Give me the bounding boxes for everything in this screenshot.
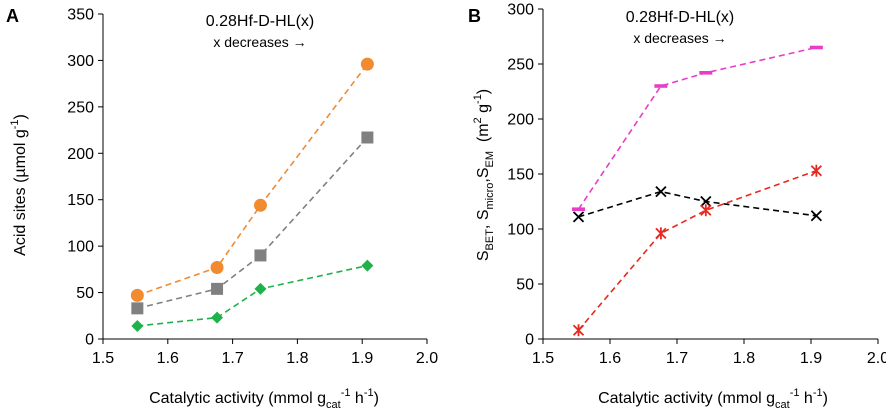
- panel-b-data-point-magenta-dashes: [809, 45, 823, 50]
- panel-a-data-point-orange-circles: [253, 198, 267, 212]
- panel-a-x-tick-label: 1.5: [92, 350, 114, 367]
- panel-a-y-tick-label: 200: [67, 146, 94, 163]
- panel-a-y-tick-label: 350: [67, 7, 94, 24]
- panel-a-y-tick-label: 250: [67, 99, 94, 116]
- panel-b-data-point-black-crosses: [700, 195, 712, 208]
- panel-a-data-point-green-diamonds: [211, 311, 224, 324]
- panel-a-data-point-green-diamonds: [361, 259, 374, 272]
- panel-a-y-tick-label: 150: [67, 192, 94, 209]
- panel-a-y-axis-label: Acid sites (µmol g-1): [9, 114, 29, 256]
- panel-b-y-tick-label: 200: [507, 112, 534, 129]
- panel-b-y-tick-label: 50: [516, 277, 534, 294]
- panel-b-data-point-magenta-dashes: [699, 71, 713, 75]
- panel-b-annotation-title: 0.28Hf-D-HL(x): [626, 9, 734, 26]
- panel-a-y-tick-label: 100: [67, 239, 94, 256]
- panel-a-x-tick-label: 1.9: [351, 350, 373, 367]
- panel-a-y-tick-label: 300: [67, 53, 94, 70]
- panel-b-y-tick-label: 100: [507, 222, 534, 239]
- panel-b-series-line-black-crosses: [578, 190, 817, 218]
- panel-a-data-point-green-diamonds: [131, 320, 144, 332]
- chart-panel-b: B 1.5 1.6 1.7 1.8 1.9 2.0 050100150200250300 …: [468, 2, 886, 412]
- panel-b-y-tick-label: 150: [507, 167, 534, 184]
- panel-a-annotation-sub: x decreases →: [213, 34, 306, 50]
- panel-a-data-point-gray-squares: [361, 131, 374, 144]
- panel-b-data-point-red-stars: [572, 324, 585, 337]
- panel-a-data-point-gray-squares: [131, 302, 144, 315]
- panel-a-x-axis-label: Catalytic activity (mmol gcat-1 h-1): [149, 387, 379, 411]
- panel-a-x-tick-label: 1.7: [221, 350, 243, 367]
- panel-a-x-tick-label: 1.8: [286, 350, 308, 367]
- chart-panel-a: A 1.5 1.6 1.7 1.8 1.9 2.0 0 50 100 150 200 250 300 3…: [6, 6, 438, 411]
- panel-a-series-line-gray-squares: [137, 136, 368, 310]
- panel-b-x-tick-label: 1.8: [733, 350, 755, 367]
- panel-a-series-line-green-diamonds: [137, 264, 368, 327]
- panel-b-data-point-black-crosses: [655, 185, 667, 198]
- panel-b-x-tick-label: 2.0: [867, 350, 886, 367]
- panel-b-y-tick-label: 250: [507, 57, 534, 74]
- panel-a-annotation-title: 0.28Hf-D-HL(x): [206, 13, 314, 30]
- panel-b-data-point-red-stars: [700, 204, 712, 217]
- panel-b-data-point-black-crosses: [572, 211, 585, 223]
- panel-a-data-point-green-diamonds: [254, 282, 267, 295]
- panel-b-data-point-magenta-dashes: [572, 207, 586, 211]
- panel-a-x-tick-label: 2.0: [416, 350, 438, 367]
- panel-b-series-line-magenta-dashes: [577, 46, 817, 210]
- panel-b-x-tick-label: 1.6: [599, 350, 621, 367]
- panel-b-y-tick-label: 0: [525, 332, 534, 349]
- panel-a-x-tick-label: 1.6: [157, 350, 179, 367]
- panel-a-data-point-orange-circles: [210, 261, 224, 274]
- panel-b-x-tick-label: 1.9: [800, 350, 822, 367]
- panel-a-y-tick-label: 0: [85, 332, 94, 349]
- panel-b-x-tick-label: 1.5: [532, 350, 554, 367]
- panel-b-letter: B: [468, 6, 481, 26]
- panel-a-data-point-gray-squares: [211, 282, 224, 295]
- panel-b-data-point-magenta-dashes: [654, 84, 668, 88]
- panel-b-series-line-red-stars: [577, 169, 817, 331]
- panel-a-letter: A: [6, 6, 19, 26]
- panel-b-data-point-red-stars: [655, 227, 667, 240]
- panel-b-x-axis-label: Catalytic activity (mmol gcat-1 h-1): [598, 387, 828, 411]
- panel-b-y-tick-label: 300: [507, 2, 534, 19]
- panel-a-data-point-gray-squares: [254, 249, 267, 262]
- panel-b-data-point-red-stars: [810, 164, 822, 177]
- panel-b-x-tick-label: 1.7: [666, 350, 688, 367]
- panel-b-data-point-black-crosses: [810, 210, 822, 222]
- panel-a-data-point-orange-circles: [130, 288, 144, 302]
- panel-a-series-line-orange-circles: [137, 63, 369, 297]
- panel-a-y-tick-label: 50: [76, 285, 94, 302]
- panel-b-annotation-sub: x decreases →: [633, 30, 726, 46]
- panel-b-y-axis-label: SBET, Smicro,SEM (m2 g-1): [472, 89, 496, 261]
- panel-a-data-point-orange-circles: [360, 57, 374, 71]
